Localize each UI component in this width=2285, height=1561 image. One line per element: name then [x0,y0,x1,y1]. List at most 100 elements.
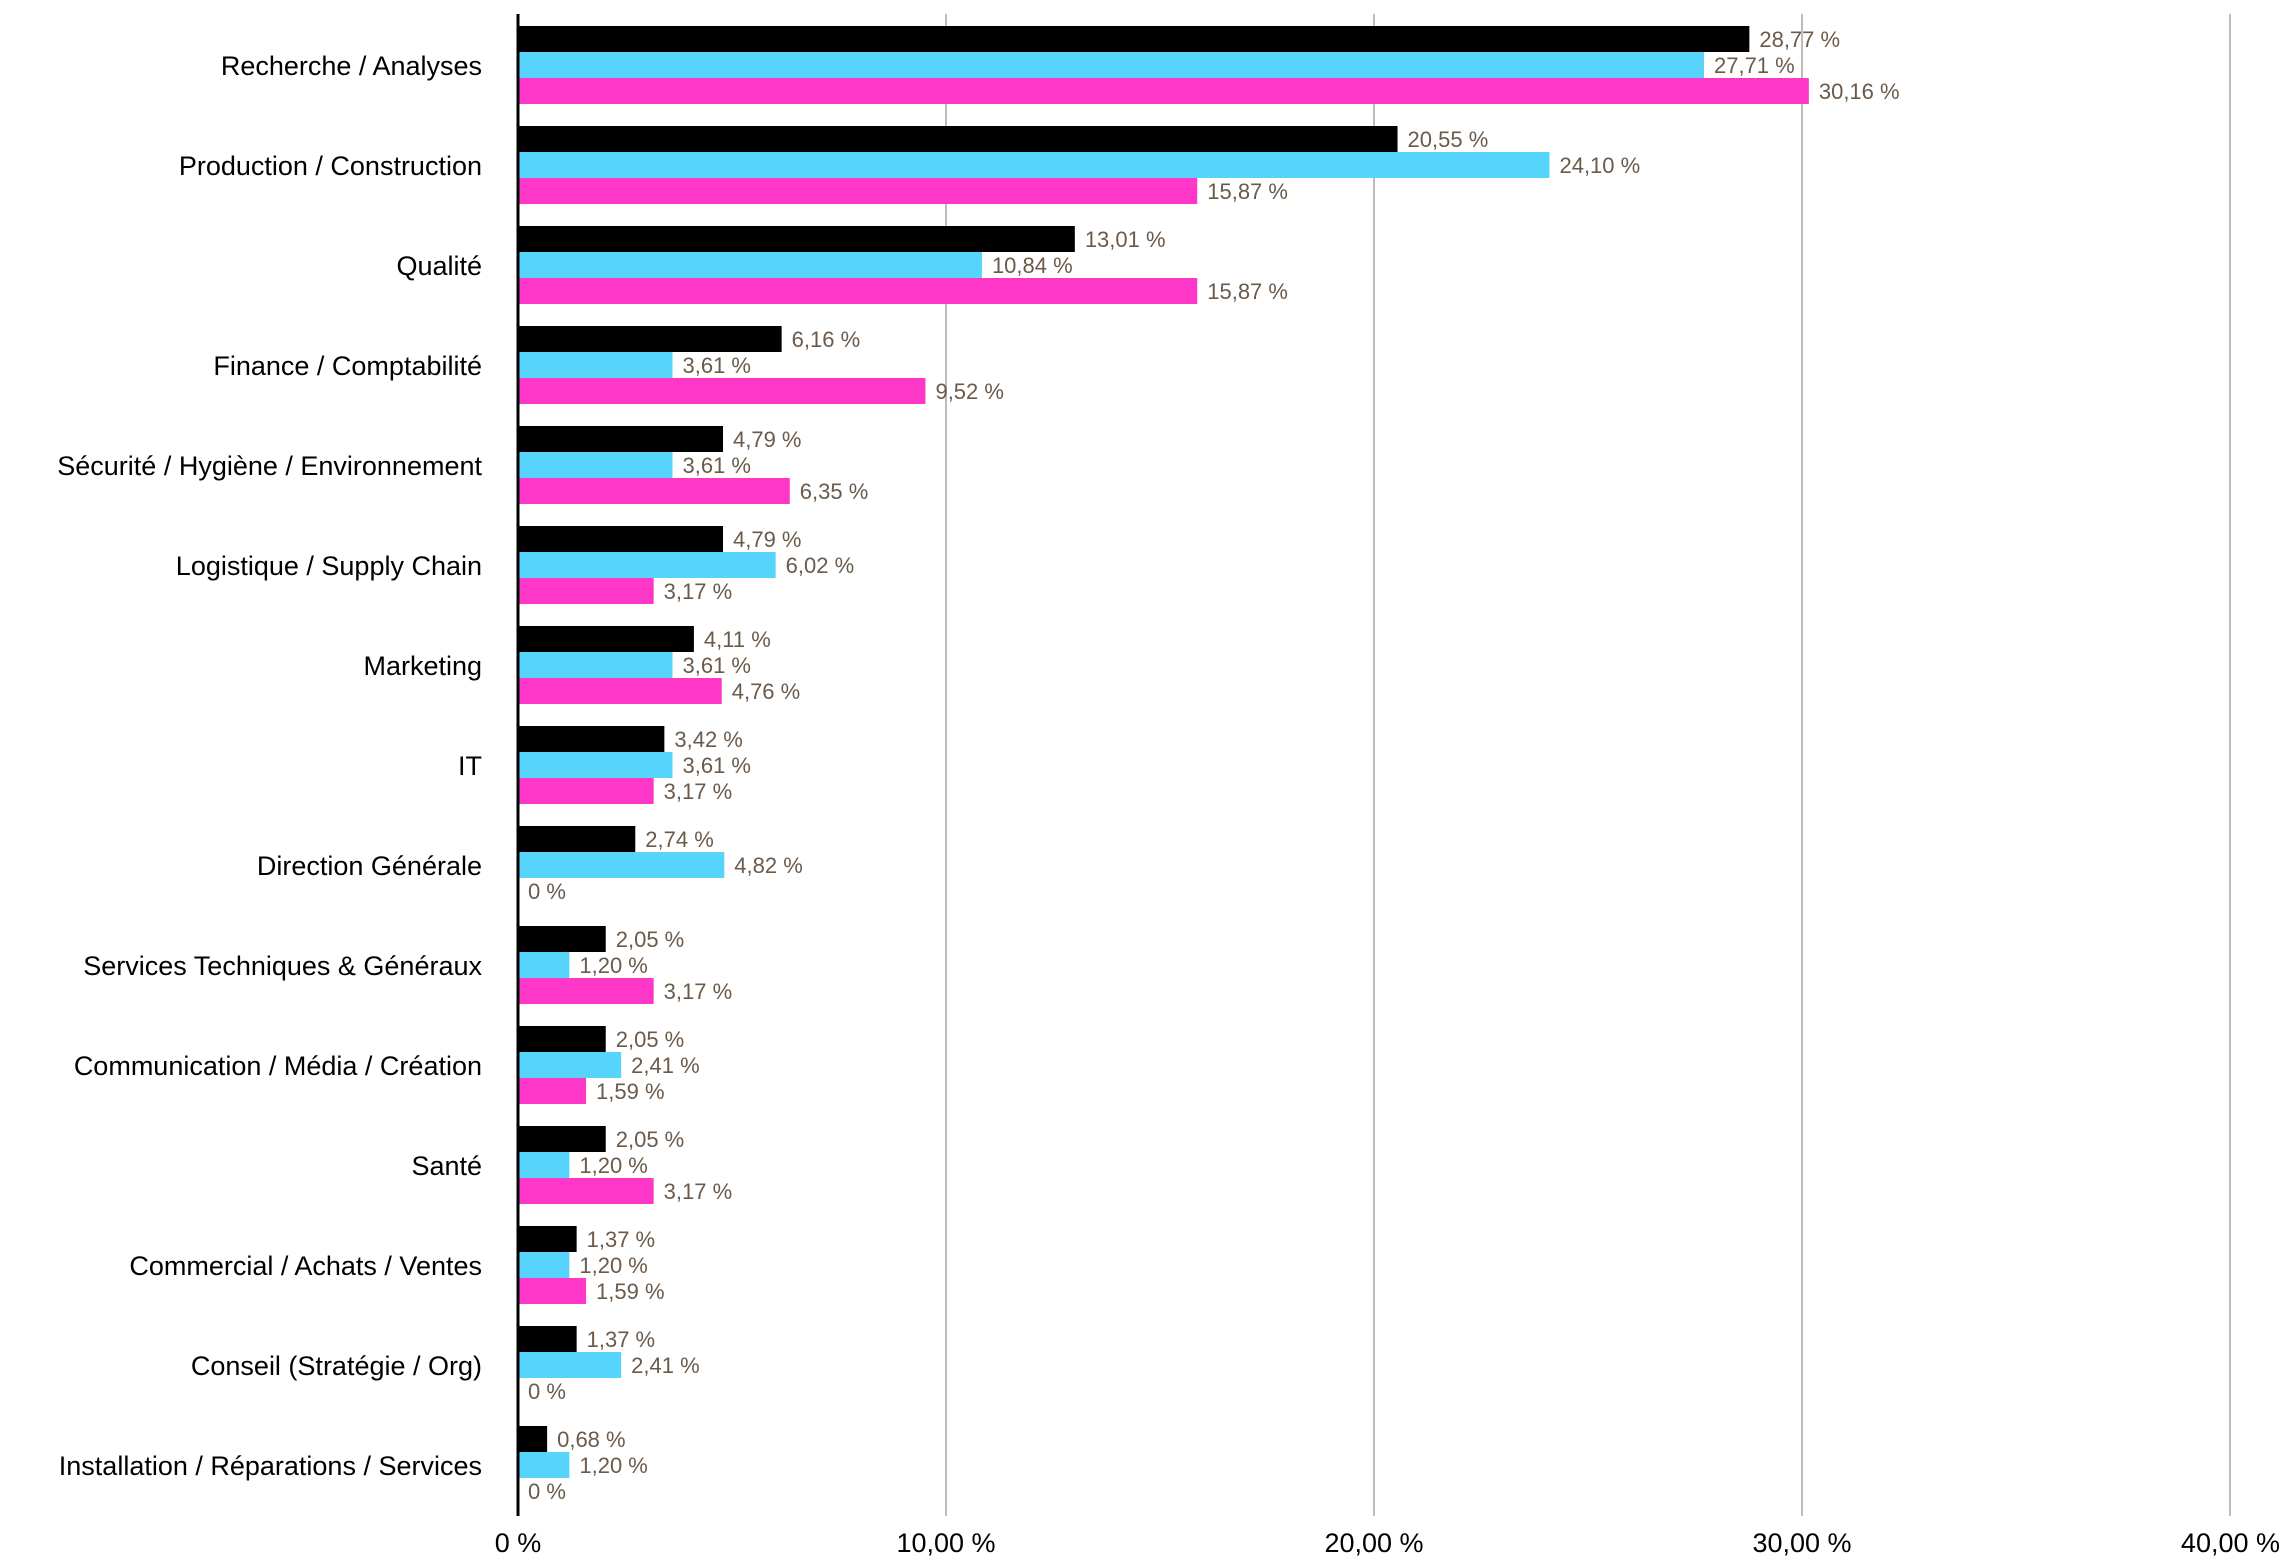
data-label: 2,74 % [645,827,714,852]
x-tick-label: 40,00 % [2181,1528,2280,1556]
bar [518,1426,548,1452]
bar [518,52,1704,78]
category-label: Finance / Comptabilité [213,351,482,381]
data-label: 2,41 % [631,1353,700,1378]
bar [518,578,654,604]
data-label: 27,71 % [1714,53,1795,78]
data-label: 4,79 % [733,527,802,552]
category-label: Commercial / Achats / Ventes [129,1251,482,1281]
data-label: 3,61 % [683,753,752,778]
bar [518,926,606,952]
data-label: 10,84 % [992,253,1073,278]
labels: 0 % 10,00 % 20,00 % 30,00 % 40,00 % Recherche… [57,27,2280,1558]
data-label: 0 % [528,1479,566,1504]
bar [518,126,1398,152]
data-label: 15,87 % [1207,279,1288,304]
data-label: 1,37 % [587,1227,656,1252]
data-label: 2,05 % [616,1027,685,1052]
category-label: Installation / Réparations / Services [59,1451,482,1481]
data-label: 4,76 % [732,679,801,704]
category-label: Services Techniques & Généraux [83,951,482,981]
bar [518,452,673,478]
data-label: 0 % [528,879,566,904]
data-label: 3,17 % [664,1179,733,1204]
bar [518,252,982,278]
bar [518,778,654,804]
bar [518,552,776,578]
data-label: 4,11 % [704,627,771,652]
data-label: 1,20 % [579,953,648,978]
bar [518,378,926,404]
category-label: Santé [411,1151,482,1181]
category-label: Qualité [396,251,482,281]
data-label: 1,20 % [579,1253,648,1278]
category-label: Logistique / Supply Chain [176,551,482,581]
grid-lines [945,14,2231,1516]
data-label: 24,10 % [1559,153,1640,178]
bar [518,1178,654,1204]
category-label: Sécurité / Hygiène / Environnement [57,451,482,481]
bar [518,852,725,878]
bar [518,752,673,778]
category-label: Direction Générale [257,851,482,881]
bar [518,626,694,652]
bar [518,1152,570,1178]
category-label: Production / Construction [179,151,482,181]
data-label: 1,20 % [579,1453,648,1478]
bar [518,78,1809,104]
data-label: 15,87 % [1207,179,1288,204]
category-label: IT [458,751,482,781]
data-label: 28,77 % [1759,27,1840,52]
data-label: 3,61 % [683,353,752,378]
bar [518,978,654,1004]
bar [518,26,1750,52]
data-label: 6,16 % [792,327,861,352]
data-label: 1,59 % [596,1279,665,1304]
category-label: Communication / Média / Création [74,1051,482,1081]
data-label: 4,82 % [734,853,803,878]
data-label: 2,05 % [616,927,685,952]
data-label: 4,79 % [733,427,802,452]
bar [518,352,673,378]
data-label: 1,20 % [579,1153,648,1178]
data-label: 0 % [528,1379,566,1404]
bar [518,1252,570,1278]
x-tick-label: 20,00 % [1324,1528,1423,1556]
bar [518,1452,570,1478]
bar [518,726,665,752]
category-label: Conseil (Stratégie / Org) [191,1351,482,1381]
bar [518,652,673,678]
data-label: 2,05 % [616,1127,685,1152]
category-label: Recherche / Analyses [221,51,482,81]
data-label: 30,16 % [1819,79,1900,104]
bar [518,826,636,852]
bar [518,1026,606,1052]
data-label: 1,59 % [596,1079,665,1104]
x-tick-label: 10,00 % [896,1528,995,1556]
bar [518,226,1075,252]
bar [518,1226,577,1252]
x-tick-label: 30,00 % [1752,1528,1851,1556]
bars [518,26,1809,1478]
bar [518,1278,587,1304]
bar [518,478,790,504]
bar [518,326,782,352]
bar [518,426,724,452]
data-label: 9,52 % [935,379,1004,404]
data-label: 6,02 % [786,553,855,578]
data-label: 3,17 % [664,579,733,604]
x-tick-label: 0 % [495,1528,542,1556]
data-label: 6,35 % [800,479,869,504]
bar [518,526,724,552]
data-label: 0,68 % [557,1427,626,1452]
bar [518,1352,622,1378]
bar [518,178,1198,204]
category-label: Marketing [363,651,482,681]
data-label: 13,01 % [1085,227,1166,252]
data-label: 3,61 % [683,653,752,678]
bar [518,1326,577,1352]
data-label: 3,61 % [683,453,752,478]
bar [518,1126,606,1152]
